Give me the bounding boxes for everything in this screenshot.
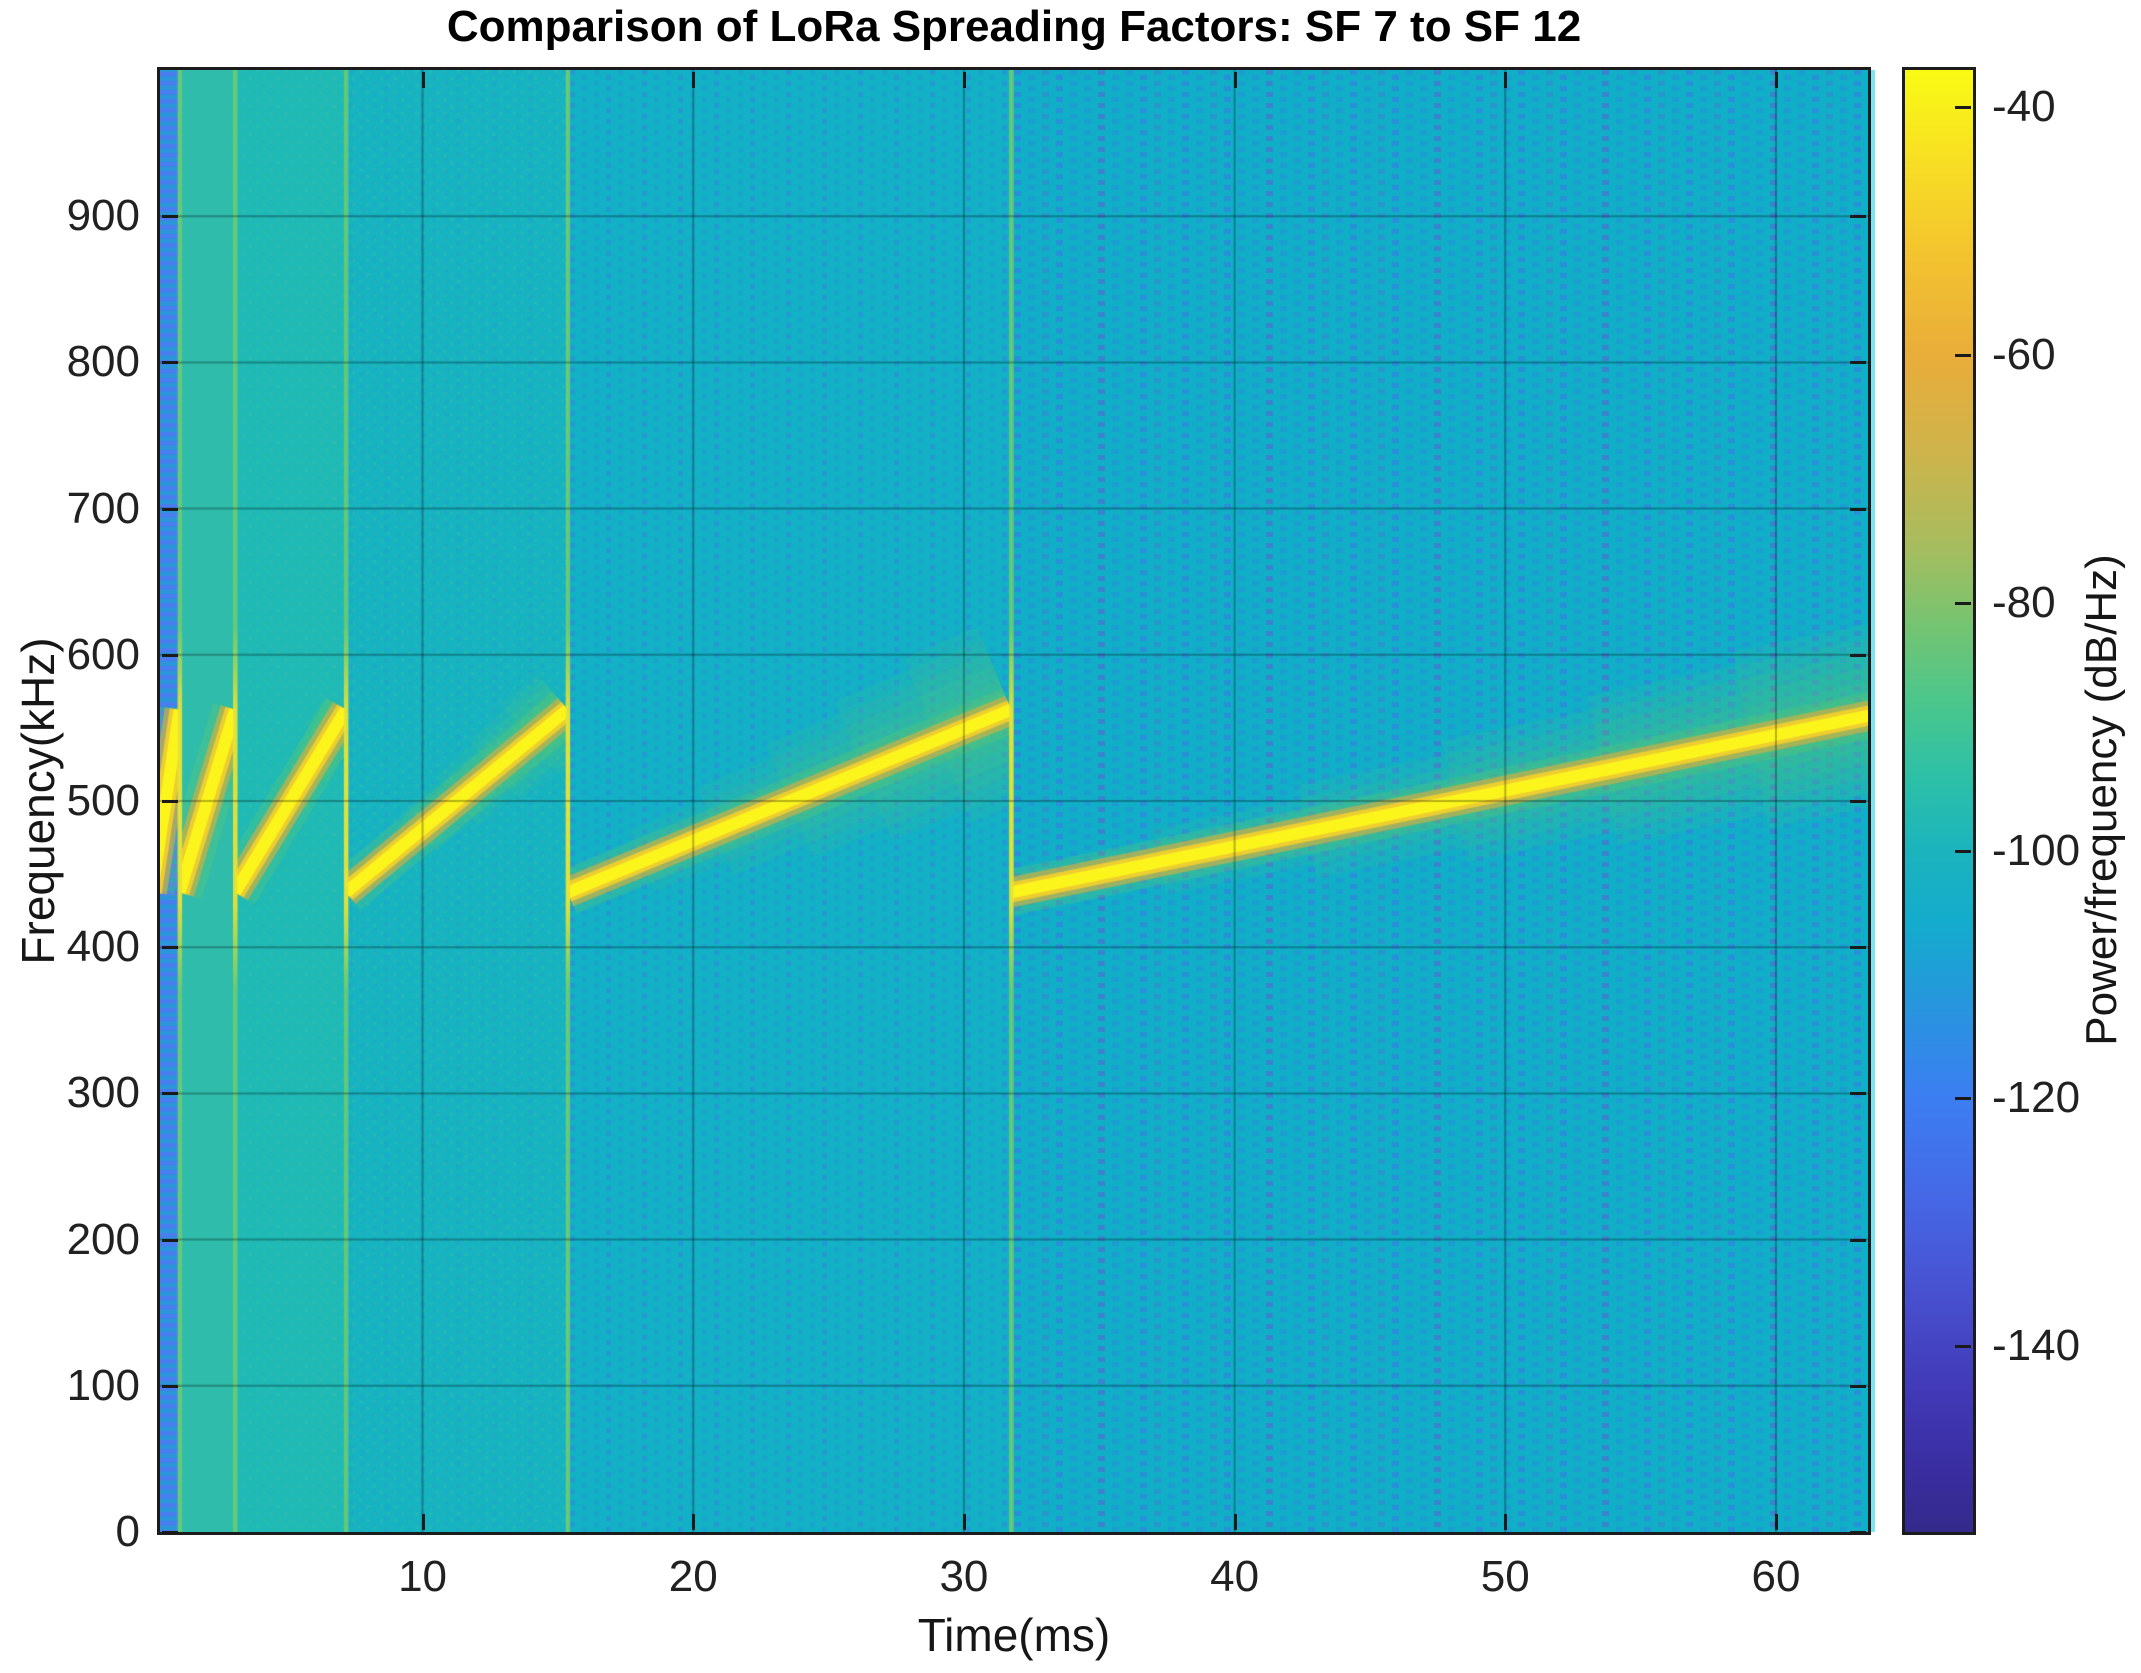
colorbar	[1905, 70, 1973, 1532]
y-axis-tick-right	[1850, 1384, 1866, 1388]
y-axis-tick-right	[1850, 1531, 1866, 1534]
x-axis-tick	[1233, 1514, 1237, 1530]
colorbar-tick-label: -40	[1992, 82, 2056, 132]
x-axis-tick	[421, 1514, 425, 1530]
x-tick-label: 40	[1210, 1552, 1260, 1601]
y-tick-label: 0	[115, 1507, 140, 1556]
x-tick-label: 60	[1751, 1552, 1801, 1601]
spectrogram-canvas	[160, 70, 1868, 1532]
x-axis-tick-top	[1774, 72, 1778, 88]
y-tick-label: 500	[66, 776, 140, 825]
colorbar-tick	[1955, 601, 1971, 605]
x-axis-tick-top	[692, 72, 696, 88]
y-tick-label: 600	[66, 629, 140, 679]
y-axis-tick	[162, 361, 178, 365]
y-tick-label: 100	[66, 1360, 140, 1410]
chart-title: Comparison of LoRa Spreading Factors: SF…	[446, 2, 1582, 51]
x-axis-tick	[692, 1514, 696, 1530]
y-axis-tick	[162, 1384, 178, 1388]
colorbar-tick	[1955, 1345, 1971, 1349]
y-axis-tick	[162, 1092, 178, 1096]
y-tick-label: 400	[66, 922, 140, 972]
x-tick-label: 20	[668, 1552, 718, 1601]
y-axis-tick	[162, 1531, 178, 1534]
colorbar-tick	[1955, 849, 1971, 853]
y-axis-tick-right	[1850, 1238, 1866, 1242]
y-axis-tick-right	[1850, 1092, 1866, 1096]
x-axis-tick-top	[962, 72, 966, 88]
x-axis-tick-top	[1504, 72, 1508, 88]
colorbar-tick-label: -60	[1992, 329, 2056, 379]
spectrogram-edge-strip	[1871, 70, 1875, 1532]
y-tick-label: 900	[66, 191, 140, 241]
colorbar-tick	[1955, 353, 1971, 357]
x-axis-tick	[1774, 1514, 1778, 1530]
y-tick-label: 800	[66, 337, 140, 387]
y-axis-tick	[162, 653, 178, 657]
y-axis-tick-right	[1850, 215, 1866, 219]
x-axis-tick-top	[1233, 72, 1237, 88]
colorbar-label: Power/frequency (dB/Hz)	[2077, 554, 2126, 1046]
x-axis-label: Time(ms)	[917, 1609, 1111, 1661]
y-axis-tick-right	[1850, 653, 1866, 657]
x-tick-label: 30	[939, 1552, 989, 1601]
y-tick-label: 700	[66, 483, 140, 533]
y-axis-tick	[162, 946, 178, 950]
y-axis-tick	[162, 800, 178, 803]
y-axis-tick-right	[1850, 800, 1866, 803]
y-axis-tick	[162, 1238, 178, 1242]
y-axis-tick-right	[1850, 946, 1866, 950]
x-axis-tick	[962, 1514, 966, 1530]
colorbar-tick-label: -80	[1992, 577, 2056, 627]
y-axis-tick	[162, 507, 178, 511]
x-tick-label: 10	[398, 1552, 448, 1601]
y-tick-label: 300	[66, 1068, 140, 1118]
colorbar-tick-label: -140	[1992, 1321, 2081, 1371]
colorbar-tick-label: -120	[1992, 1073, 2081, 1123]
y-axis-tick	[162, 215, 178, 219]
x-axis-tick	[1504, 1514, 1508, 1530]
y-tick-label: 200	[66, 1214, 140, 1264]
colorbar-tick	[1955, 1097, 1971, 1101]
colorbar-tick	[1955, 106, 1971, 110]
y-axis-tick-right	[1850, 507, 1866, 511]
x-axis-tick-top	[421, 72, 425, 88]
x-tick-label: 50	[1480, 1552, 1530, 1601]
colorbar-tick-label: -100	[1992, 825, 2081, 875]
y-axis-tick-right	[1850, 361, 1866, 365]
